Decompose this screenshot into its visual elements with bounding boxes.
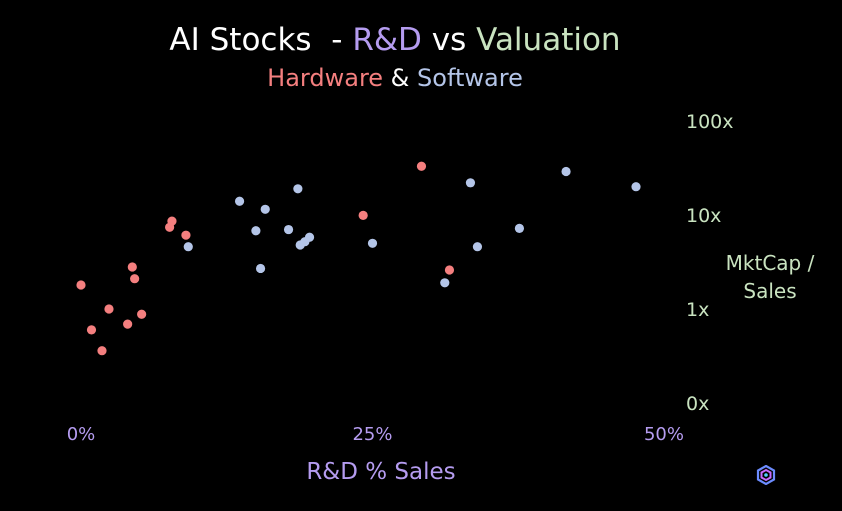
y-tick-label: 0x <box>686 393 709 415</box>
hardware-point <box>358 210 368 221</box>
software-point <box>440 278 450 288</box>
software-point <box>251 226 261 236</box>
hardware-point <box>97 346 107 356</box>
x-axis-label: R&D % Sales <box>306 459 455 485</box>
title-part-rd: R&D <box>352 22 422 58</box>
hardware-point <box>86 325 97 335</box>
software-point <box>234 196 245 206</box>
x-tick-label: 25% <box>352 424 392 445</box>
hardware-point <box>127 262 137 272</box>
hardware-point <box>123 319 133 329</box>
software-point <box>561 166 571 177</box>
hardware-point <box>416 161 427 171</box>
software-point <box>472 242 483 252</box>
hardware-point <box>444 265 455 275</box>
hardware-point <box>130 274 140 284</box>
y-tick-label: 10x <box>686 205 721 227</box>
hardware-point <box>76 280 86 290</box>
subtitle-ampersand: & <box>383 64 418 92</box>
software-point <box>260 204 270 214</box>
subtitle-software: Software <box>417 64 523 92</box>
title-part-ai-stocks: AI Stocks - <box>169 22 353 58</box>
title-part-valuation: Valuation <box>476 22 621 58</box>
subtitle-hardware: Hardware <box>267 64 384 92</box>
software-point <box>293 184 303 194</box>
x-tick-label: 50% <box>644 424 684 445</box>
hardware-point <box>181 230 191 240</box>
software-point <box>465 178 476 188</box>
software-point <box>367 238 378 248</box>
software-point <box>631 182 641 192</box>
y-axis-label: MktCap / Sales <box>726 251 815 303</box>
brand-logo-icon <box>756 465 776 485</box>
chart-subtitle: Hardware & Software <box>0 64 790 92</box>
hardware-point <box>137 309 147 319</box>
software-point <box>514 223 525 234</box>
title-part-vs: vs <box>421 22 477 58</box>
hardware-point <box>104 304 114 314</box>
software-point <box>183 242 193 252</box>
chart-title: AI Stocks - R&D vs Valuation <box>0 22 790 58</box>
y-tick-label: 100x <box>686 111 734 133</box>
y-tick-label: 1x <box>686 299 709 321</box>
hardware-point <box>167 216 177 226</box>
software-point <box>255 263 266 274</box>
software-point <box>283 224 294 235</box>
x-tick-label: 0% <box>67 424 96 445</box>
software-point <box>304 232 315 242</box>
